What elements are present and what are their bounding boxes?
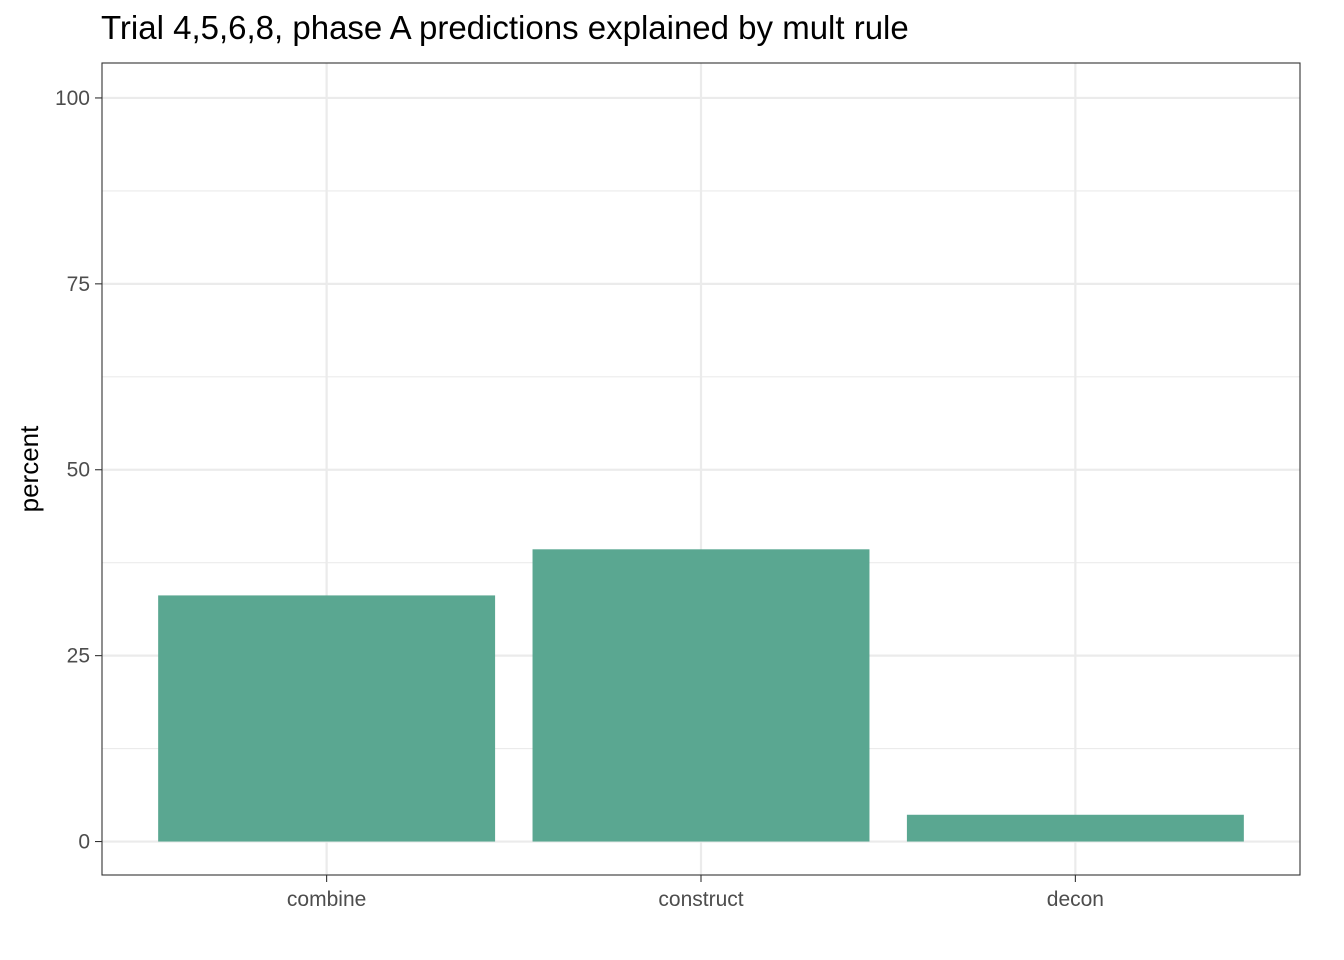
y-tick-label: 50: [67, 459, 90, 482]
chart-title: Trial 4,5,6,8, phase A predictions expla…: [101, 9, 909, 46]
bar-construct: [532, 549, 870, 842]
y-tick-label: 0: [78, 831, 90, 854]
y-tick-label: 75: [67, 273, 90, 296]
plot-panel: 0 25 50 75 100 combine construct decon: [55, 62, 1301, 911]
x-tick-label: construct: [658, 888, 743, 911]
bar-decon: [906, 814, 1244, 842]
y-axis-title: percent: [14, 425, 44, 512]
x-tick-label: combine: [287, 888, 366, 911]
y-tick-label: 25: [67, 645, 90, 668]
bar-combine: [158, 595, 496, 842]
y-tick-label: 100: [55, 87, 90, 110]
x-tick-label: decon: [1047, 888, 1104, 911]
